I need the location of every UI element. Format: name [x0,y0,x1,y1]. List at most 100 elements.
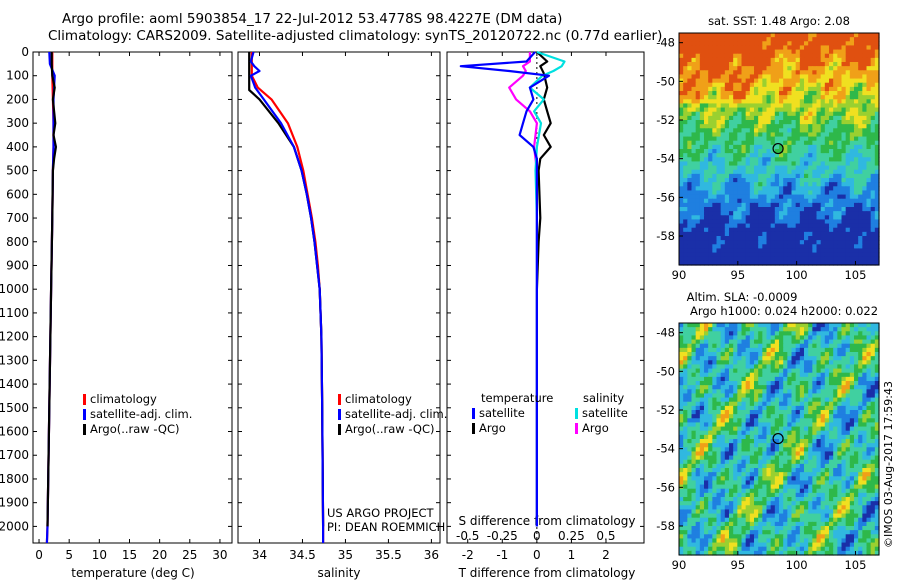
salinity-x-tick-label: 35.5 [375,548,402,562]
tdiff-x-tick-label: -2 [462,548,474,562]
tdiff-satellite-line [459,51,551,527]
tdiff-x-tick-label: -1 [496,548,508,562]
depth-tick-label: 1900 [0,496,29,510]
depth-tick-label: 1800 [0,472,29,486]
legend-salinity-title: salinity [583,391,624,405]
sla-lat-label: -52 [656,403,675,417]
sst-lat-label: -58 [656,229,675,243]
depth-tick-label: 2000 [0,519,29,533]
tdiff-legend-label: satellite [479,406,525,420]
sla-lon-label: 100 [786,558,808,572]
salinity-legend-label: satellite-adj. clim. [345,407,447,421]
panel-frame-2 [237,51,441,544]
salinity-legend-swatch [338,424,341,435]
sdiff-satellite-line [528,50,566,527]
sla-lon-label: 90 [672,558,687,572]
tdiff-legend-swatch [472,423,475,434]
salinity-axis-label: salinity [317,566,360,580]
sst-lat-label: -56 [656,190,675,204]
temperature-legend-swatch [83,394,86,405]
depth-tick-label: 1100 [0,306,29,320]
salinity-legend-label: Argo(..raw -QC) [345,422,435,436]
depth-tick-label: 800 [6,235,29,249]
salinity-argo-line [248,52,325,527]
depth-tick-label: 0 [21,45,29,59]
depth-tick-label: 1500 [0,401,29,415]
sst-map-title: sat. SST: 1.48 Argo: 2.08 [708,14,850,28]
depth-tick-label: 1700 [0,448,29,462]
sdiff-tick-label: -0.5 [456,529,479,543]
sdiff-tick-label: -0.25 [487,529,518,543]
sdiff-tick-label: 0 [533,529,541,543]
temperature-x-tick-label: 0 [35,548,43,562]
salinity-legend-swatch [338,394,341,405]
sst-lon-label: 105 [844,268,866,282]
sla-map [679,323,880,556]
sdiff-axis-label: S difference from climatology [459,514,636,528]
sst-lon-label: 100 [786,268,808,282]
temperature-x-tick-label: 10 [92,548,107,562]
panel-frame-3 [446,51,645,544]
salinity-legend-swatch [338,409,341,420]
salinity-x-tick-label: 35 [338,548,353,562]
depth-tick-label: 100 [6,69,29,83]
salinity-x-tick-label: 34.5 [289,548,316,562]
sst-lat-label: -54 [656,152,675,166]
sla-lat-label: -48 [656,326,675,340]
depth-tick-label: 200 [6,92,29,106]
sla-profile-marker [772,432,784,445]
project-label: US ARGO PROJECT [327,506,435,520]
profile-title: Argo profile: aoml 5903854_17 22-Jul-201… [62,11,563,27]
sdiff-legend-label: satellite [582,406,628,420]
temperature-legend-label: climatology [90,392,157,406]
salinity-x-tick-label: 36 [424,548,439,562]
climatology-title: Climatology: CARS2009. Satellite-adjuste… [48,28,663,44]
temperature-x-tick-label: 5 [65,548,73,562]
sla-map-subtitle: Argo h1000: 0.024 h2000: 0.022 [690,304,878,318]
sst-profile-marker [772,142,784,155]
sst-lat-label: -52 [656,113,675,127]
sla-map-title: Altim. SLA: -0.0009 [687,290,798,304]
sdiff-legend-label: Argo [582,421,609,435]
temperature-legend-label: Argo(..raw -QC) [90,422,180,436]
tdiff-legend-label: Argo [479,421,506,435]
sla-lat-label: -50 [656,364,675,378]
sdiff-tick-label: 0.5 [596,529,615,543]
depth-tick-label: 1300 [0,353,29,367]
depth-tick-label: 1000 [0,282,29,296]
sst-lat-label: -50 [656,74,675,88]
panel-frame-1 [32,51,233,544]
sst-lat-label: -48 [656,36,675,50]
tdiff-axis-label: T difference from climatology [458,566,636,580]
sst-map-frame [678,32,880,266]
sdiff-legend-swatch [575,408,578,419]
sla-lon-label: 105 [844,558,866,572]
temperature-x-tick-label: 15 [122,548,137,562]
tdiff-legend-swatch [472,408,475,419]
temperature-x-tick-label: 30 [212,548,227,562]
depth-tick-label: 900 [6,258,29,272]
temperature-legend-swatch [83,424,86,435]
sla-map-frame [678,322,880,556]
sdiff-legend-swatch [575,423,578,434]
tdiff-x-tick-label: 0 [533,548,541,562]
temperature-argo-line [46,52,58,527]
depth-tick-label: 1400 [0,377,29,391]
sla-lat-label: -54 [656,442,675,456]
salinity-legend-label: climatology [345,392,412,406]
depth-tick-label: 1200 [0,330,29,344]
depth-tick-label: 700 [6,211,29,225]
sla-lat-label: -56 [656,480,675,494]
depth-tick-label: 500 [6,164,29,178]
sst-lon-label: 95 [731,268,746,282]
depth-tick-label: 600 [6,187,29,201]
sla-lon-label: 95 [731,558,746,572]
salinity-satellite-line [249,51,325,543]
salinity-climatology-line [250,52,325,543]
sst-map [679,33,880,266]
depth-tick-label: 300 [6,116,29,130]
temperature-axis-label: temperature (deg C) [71,566,194,580]
tdiff-x-tick-label: 2 [602,548,610,562]
sdiff-tick-label: 0.25 [558,529,585,543]
